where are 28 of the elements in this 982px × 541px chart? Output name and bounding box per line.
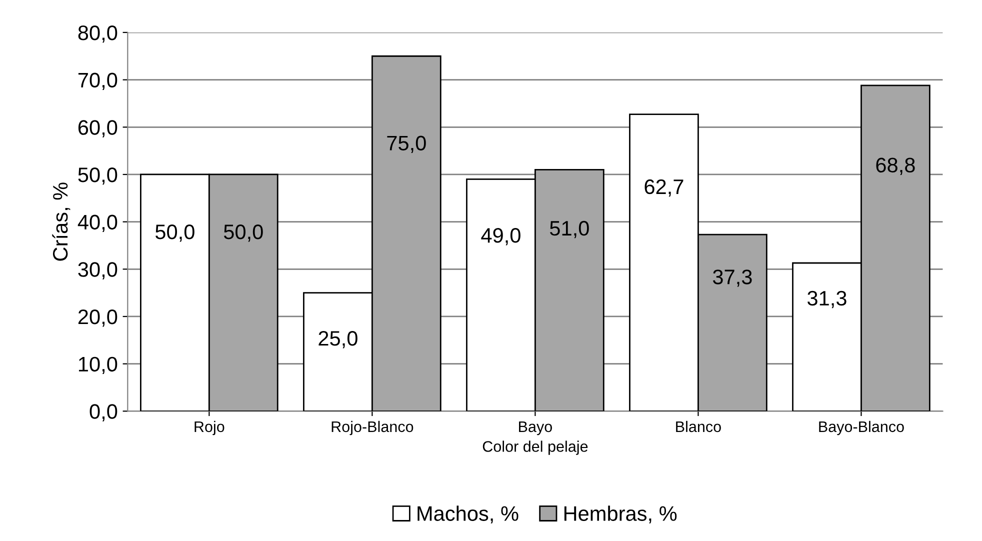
data-label: 49,0 <box>481 228 520 246</box>
y-tick-label: 10,0 <box>78 356 118 374</box>
y-tick-label: 70,0 <box>78 72 118 90</box>
x-axis-title: Color del pelaje <box>482 440 588 455</box>
x-tick-label: Rojo <box>194 420 224 436</box>
x-tick-label: Blanco <box>676 420 721 432</box>
y-tick-label: 40,0 <box>78 214 118 232</box>
data-label: 62,7 <box>644 179 684 197</box>
y-tick-label: 50,0 <box>78 167 118 185</box>
data-label: 31,3 <box>808 290 846 308</box>
y-tick-label: 80,0 <box>78 25 118 43</box>
x-tick-label: Rojo-Blanco <box>332 420 414 436</box>
y-tick-label: 60,0 <box>78 120 118 138</box>
data-label: 37,3 <box>712 270 752 287</box>
data-label: 51,0 <box>550 220 589 238</box>
y-tick-label: 0,0 <box>90 404 118 422</box>
data-label: 75,0 <box>387 136 426 153</box>
data-label: 50,0 <box>224 224 263 242</box>
data-label: 50,0 <box>155 224 194 242</box>
data-label: 68,8 <box>876 158 915 175</box>
legend-label: Machos, % <box>418 506 518 524</box>
y-axis-title: Crías, % <box>52 182 70 261</box>
y-tick-label: 30,0 <box>78 262 118 280</box>
x-tick-label: Bayo-Blanco <box>819 420 904 436</box>
legend-label: Hembras, % <box>564 506 677 524</box>
data-label: 25,0 <box>318 330 358 348</box>
y-tick-label: 20,0 <box>78 309 118 327</box>
x-tick-label: Bayo <box>519 421 552 436</box>
